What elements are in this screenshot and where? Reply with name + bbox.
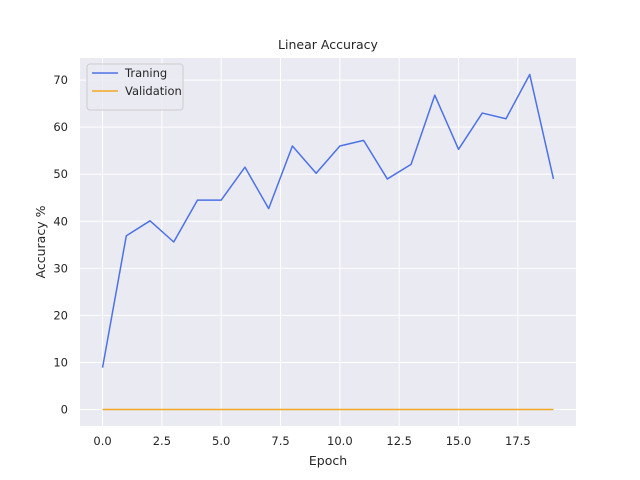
y-tick-label: 30 (53, 261, 68, 275)
y-tick-label: 20 (53, 308, 68, 322)
x-tick-label: 7.5 (271, 434, 289, 448)
legend-label: Validation (125, 84, 182, 98)
y-tick-label: 60 (53, 120, 68, 134)
legend-box (86, 63, 184, 111)
x-tick-labels: 0.0 2.5 5.0 7.5 10.0 12.5 15.0 17.5 (93, 434, 530, 448)
legend-label: Traning (124, 66, 167, 80)
series-lines (101, 73, 555, 411)
x-axis-label: Epoch (309, 453, 347, 468)
y-tick-labels: 0 10 20 30 40 50 60 70 (53, 73, 68, 416)
series-line-traning (101, 73, 555, 368)
x-tick-label: 0.0 (93, 434, 111, 448)
y-tick-label: 10 (53, 355, 68, 369)
y-tick-label: 70 (53, 73, 68, 87)
x-tick-label: 2.5 (153, 434, 171, 448)
y-axis-label: Accuracy % (33, 205, 48, 278)
y-tick-label: 0 (61, 403, 68, 417)
legend: Traning Validation (86, 63, 184, 111)
x-tick-label: 5.0 (212, 434, 230, 448)
x-tick-label: 15.0 (446, 434, 472, 448)
y-tick-label: 50 (53, 167, 68, 181)
grid-lines (80, 58, 576, 426)
chart-title: Linear Accuracy (278, 37, 378, 52)
y-tick-label: 40 (53, 214, 68, 228)
x-tick-label: 17.5 (505, 434, 531, 448)
x-tick-label: 10.0 (327, 434, 353, 448)
x-tick-label: 12.5 (386, 434, 412, 448)
plot-area (80, 58, 576, 426)
